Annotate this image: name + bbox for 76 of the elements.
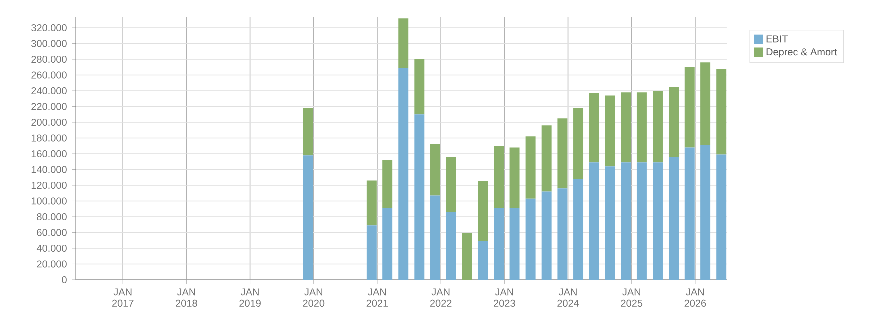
bar (382, 208, 393, 280)
bar (636, 162, 647, 280)
y-tick-label: 200.000 (32, 118, 67, 126)
bar (303, 108, 314, 156)
bar (303, 156, 314, 280)
legend-label: Deprec & Amort (766, 48, 838, 58)
x-tick-label: JAN 2023 (494, 288, 516, 308)
bar (414, 114, 425, 280)
y-tick-label: 180.000 (32, 134, 67, 142)
bar (669, 157, 680, 280)
bar (526, 198, 536, 280)
bar (716, 154, 727, 280)
bar (446, 212, 456, 280)
bar (398, 18, 409, 68)
bar (606, 96, 616, 167)
bar (414, 60, 425, 115)
bar (478, 241, 488, 280)
bar (684, 67, 695, 148)
x-tick-label: JAN 2021 (366, 288, 388, 308)
bar (478, 182, 488, 242)
bar (590, 93, 600, 163)
x-tick-label: JAN 2025 (621, 288, 643, 308)
x-tick-label: JAN 2017 (112, 288, 134, 308)
y-tick-label: 220.000 (32, 103, 67, 110)
bar (590, 162, 600, 280)
x-tick-label: JAN 2019 (240, 288, 261, 308)
x-tick-label: JAN 2018 (176, 288, 198, 308)
y-tick-label: 240.000 (32, 87, 67, 95)
legend-label: EBIT (766, 36, 788, 43)
bar (574, 108, 584, 180)
bar (574, 179, 584, 280)
bar (684, 148, 695, 280)
bar (558, 188, 568, 280)
bar (494, 208, 504, 280)
bar (446, 157, 456, 212)
bar (636, 92, 647, 163)
bar (510, 148, 520, 208)
bar (621, 92, 632, 163)
y-tick-label: 260.000 (32, 72, 67, 79)
y-tick-label: 140.000 (32, 166, 67, 174)
bar (542, 192, 552, 280)
bar (653, 91, 663, 163)
bar (558, 118, 568, 189)
y-tick-label: 120.000 (32, 182, 67, 190)
y-tick-label: 20.000 (37, 260, 67, 268)
bar (669, 87, 680, 158)
bar (621, 162, 632, 280)
bar (398, 68, 409, 280)
bar (430, 196, 440, 280)
y-tick-label: 280.000 (32, 56, 67, 64)
bar (700, 145, 711, 280)
bar (700, 62, 711, 146)
x-tick-label: JAN 2024 (558, 288, 580, 308)
y-tick-label: 60.000 (37, 229, 67, 236)
bar (366, 180, 377, 226)
y-tick-label: 100.000 (32, 198, 67, 205)
bar (494, 146, 504, 208)
y-tick-label: 160.000 (32, 150, 67, 158)
bar (462, 234, 472, 280)
y-tick-label: 300.000 (32, 40, 67, 48)
x-tick-label: JAN 2022 (430, 288, 452, 308)
bar (653, 162, 663, 280)
bar (542, 126, 552, 192)
bar (366, 226, 377, 280)
x-tick-label: JAN 2026 (684, 288, 706, 308)
x-tick-label: JAN 2020 (303, 288, 325, 308)
y-tick-label: 320.000 (32, 24, 67, 32)
y-tick-label: 80.000 (37, 213, 67, 221)
bar (606, 166, 616, 280)
bar (526, 136, 536, 199)
bar (510, 208, 520, 280)
bar (382, 160, 393, 208)
bar (430, 144, 440, 196)
bar (716, 68, 727, 155)
y-tick-label: 0 (62, 276, 67, 284)
y-tick-label: 40.000 (36, 244, 67, 252)
